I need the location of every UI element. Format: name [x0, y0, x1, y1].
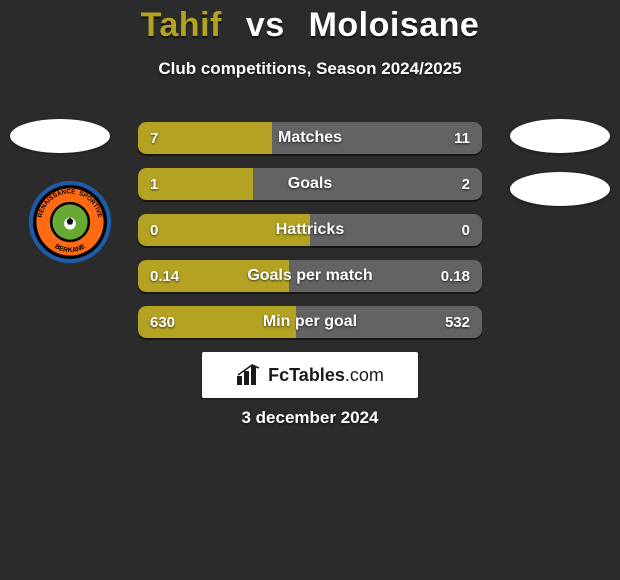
- stat-row: Hattricks00: [138, 214, 482, 246]
- title-player2: Moloisane: [309, 6, 480, 44]
- team-badge-left: [10, 119, 110, 153]
- title-player1: Tahif: [141, 6, 222, 44]
- stat-row: Matches711: [138, 122, 482, 154]
- infographic: Tahif vs Moloisane Club competitions, Se…: [0, 0, 620, 580]
- team-badge-right-2: [510, 172, 610, 206]
- team-badge-right-1: [510, 119, 610, 153]
- stat-row: Goals per match0.140.18: [138, 260, 482, 292]
- subtitle: Club competitions, Season 2024/2025: [0, 59, 620, 79]
- stats-table: Matches711 Goals12 Hattricks00 Goals per ma…: [138, 122, 482, 352]
- logo-text: FcTables.com: [268, 365, 384, 386]
- logo-text-domain: .com: [345, 365, 384, 385]
- fctables-logo: FcTables.com: [202, 352, 418, 398]
- logo-text-main: FcTables: [268, 365, 345, 385]
- stat-row: Goals12: [138, 168, 482, 200]
- date-text: 3 december 2024: [0, 408, 620, 428]
- title: Tahif vs Moloisane: [0, 6, 620, 45]
- title-vs: vs: [246, 6, 285, 44]
- stat-row: Min per goal630532: [138, 306, 482, 338]
- club-crest: RENAISSANCE SPORTIVE BERKANE: [28, 180, 112, 264]
- bars-icon: [236, 364, 262, 386]
